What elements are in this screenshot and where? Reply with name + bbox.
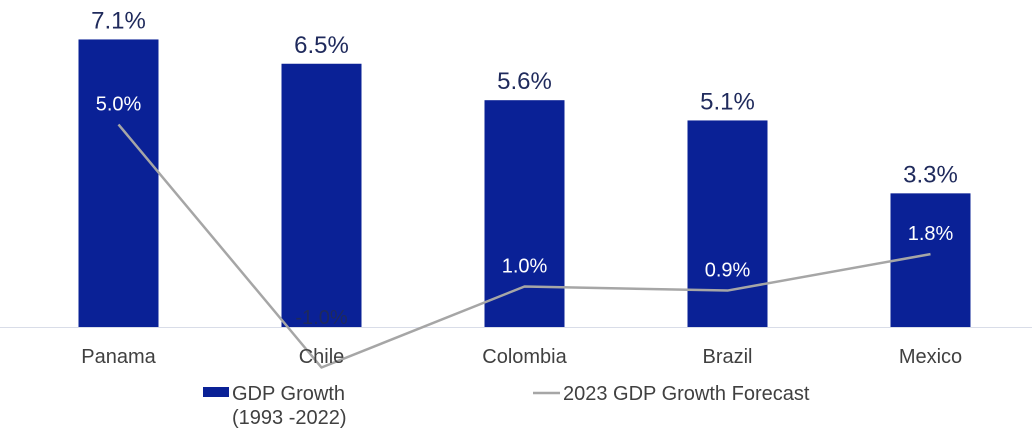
bar-colombia <box>484 100 565 327</box>
bar-labels-group: 7.1% 6.5% 5.6% 5.1% 3.3% <box>91 7 958 188</box>
forecast-value-label: 5.0% <box>96 94 142 116</box>
legend-bar-label: (1993 -2022) <box>232 407 347 429</box>
bar-value-label: 6.5% <box>294 32 349 59</box>
forecast-value-label: 0.9% <box>705 260 751 282</box>
x-tick-label: Brazil <box>702 346 752 368</box>
bar-value-label: 5.6% <box>497 68 552 95</box>
x-tick-label: Colombia <box>482 346 567 368</box>
x-tick-label: Chile <box>299 346 345 368</box>
forecast-value-label: 1.8% <box>908 223 954 245</box>
legend: GDP Growth(1993 -2022) 2023 GDP Growth Fo… <box>203 383 810 429</box>
line-series-group <box>117 123 931 369</box>
legend-line-label: 2023 GDP Growth Forecast <box>563 383 810 405</box>
forecast-value-label: 1.0% <box>502 256 548 278</box>
bar-value-label: 5.1% <box>700 88 755 115</box>
legend-bar-swatch <box>203 387 229 397</box>
legend-bar-label: GDP Growth <box>232 383 345 405</box>
forecast-line <box>117 123 931 369</box>
bar-mexico <box>890 193 971 327</box>
bar-series-group <box>78 39 971 327</box>
line-labels-group: 5.0% -1.0% 1.0% 0.9% 1.8% <box>96 94 954 330</box>
forecast-value-label: -1.0% <box>295 307 347 329</box>
bar-chile <box>281 63 362 327</box>
bar-value-label: 7.1% <box>91 7 146 34</box>
bar-value-label: 3.3% <box>903 161 958 188</box>
bar-panama <box>78 39 159 327</box>
bar-brazil <box>687 120 768 327</box>
x-tick-label: Panama <box>81 346 156 368</box>
x-tick-label: Mexico <box>899 346 962 368</box>
x-axis-tick-labels: Panama Chile Colombia Brazil Mexico <box>81 346 962 368</box>
